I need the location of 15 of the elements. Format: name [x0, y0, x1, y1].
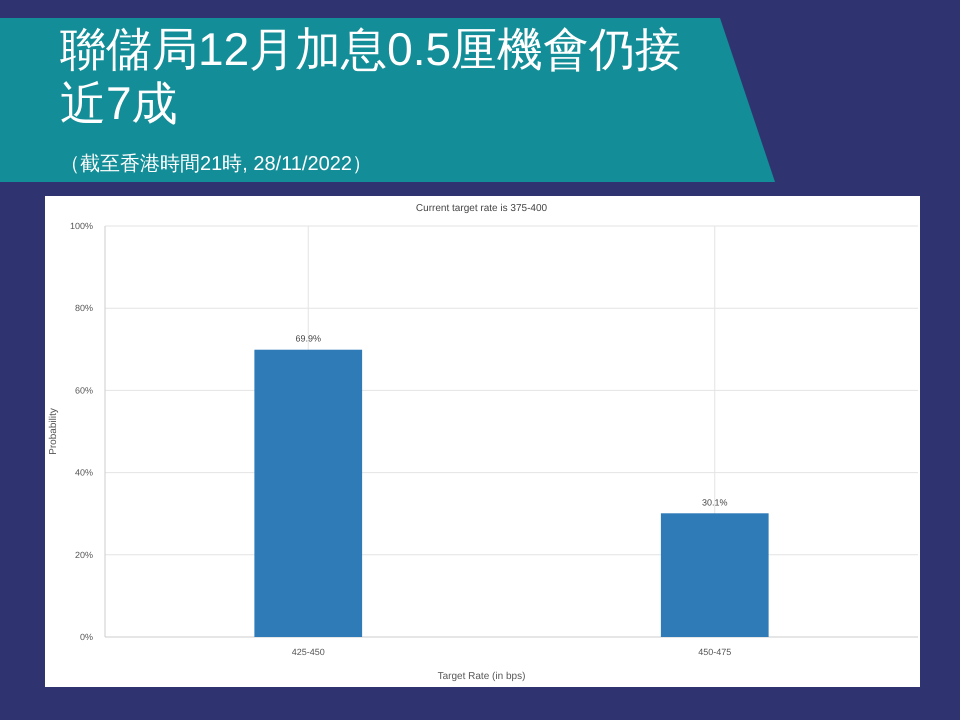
y-tick-label: 80% — [74, 303, 93, 314]
y-tick-label: 0% — [80, 632, 93, 642]
x-axis-title: Target Rate (in bps) — [438, 671, 526, 682]
x-tick-label: 450-475 — [698, 647, 732, 657]
x-tick-label: 425-450 — [292, 647, 325, 657]
y-tick-label: 60% — [74, 385, 93, 396]
data-label: 69.9% — [295, 334, 322, 344]
chart-title: 聯儲局12月加息0.5厘機會仍接近7成 — [60, 22, 682, 130]
y-tick-label: 100% — [70, 221, 93, 231]
y-tick-label: 20% — [74, 550, 93, 560]
text: （截至香港時間21時, 28/11/2022） — [60, 152, 372, 177]
data-label: 30.1% — [702, 497, 728, 508]
y-tick-label: 40% — [74, 468, 93, 478]
chart-subtitle: Current target rate is 375-400 — [416, 203, 548, 214]
y-axis-title: Probability — [48, 408, 59, 455]
